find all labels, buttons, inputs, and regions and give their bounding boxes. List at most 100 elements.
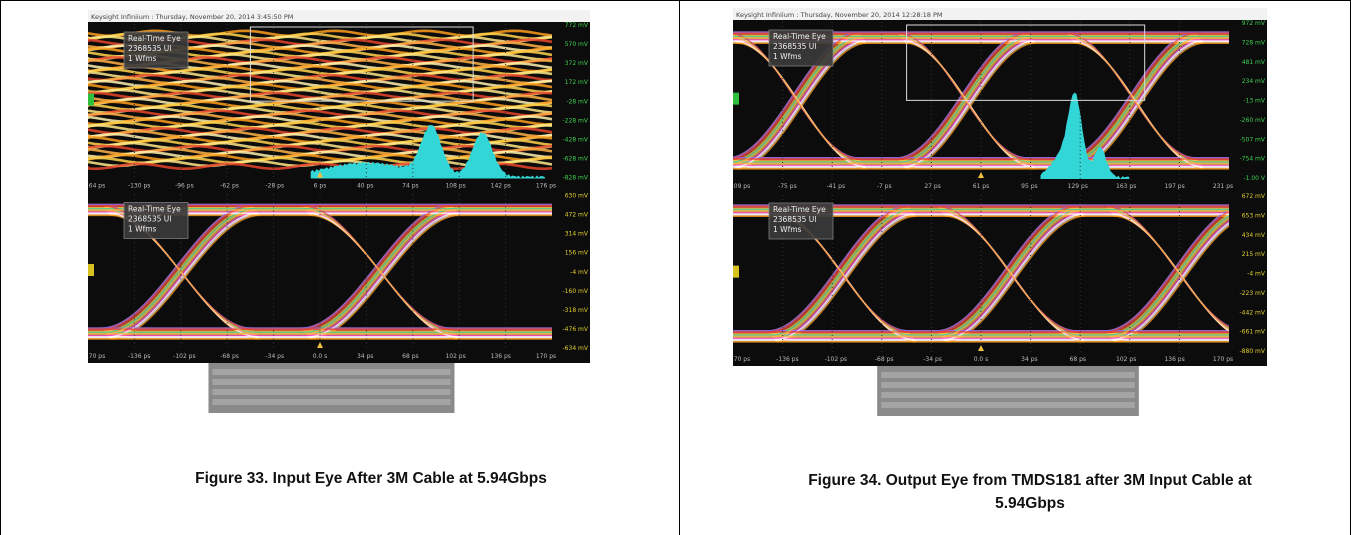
y-tick-label: 172 mV <box>565 79 589 86</box>
eye-diagram <box>88 203 552 340</box>
x-tick-label: -68 ps <box>875 356 894 363</box>
x-tick-label: -164 ps <box>88 183 105 190</box>
x-tick-label: -68 ps <box>220 353 239 360</box>
y-tick-label: 472 mV <box>565 212 589 219</box>
y-tick-label: -4 mV <box>570 269 589 276</box>
x-tick-label: -75 ps <box>778 183 797 190</box>
trigger-marker <box>317 171 323 178</box>
x-tick-label: 34 ps <box>1021 356 1037 363</box>
x-tick-label: -170 ps <box>88 353 105 360</box>
x-tick-label: 170 ps <box>536 353 556 360</box>
y-tick-label: 728 mV <box>1242 39 1266 46</box>
label-box <box>123 202 189 239</box>
label-box <box>768 29 834 67</box>
scope-header: Keysight Infiniium : Thursday, November … <box>736 11 943 19</box>
label-box <box>768 202 834 240</box>
channel-marker <box>88 264 94 277</box>
x-tick-label: 0.0 s <box>313 353 328 360</box>
y-tick-label: -318 mV <box>563 307 589 314</box>
header-bar <box>88 10 590 22</box>
trace <box>305 209 456 335</box>
eye-label: 2368535 UI <box>773 42 817 51</box>
eye-diagram <box>733 31 1229 179</box>
info-row <box>881 402 1135 408</box>
x-tick-label: -130 ps <box>128 183 150 190</box>
channel-marker <box>88 93 94 106</box>
x-tick-label: -170 ps <box>733 356 750 363</box>
y-tick-label: -4 mV <box>1247 271 1266 278</box>
x-tick-label: 136 ps <box>1164 356 1184 363</box>
x-tick-label: 102 ps <box>445 353 465 360</box>
eye-label: 2368535 UI <box>128 44 172 53</box>
y-tick-label: 372 mV <box>565 60 589 67</box>
eye-label: Real-Time Eye <box>773 205 826 214</box>
x-tick-label: 176 ps <box>536 183 556 190</box>
x-tick-label: -96 ps <box>175 183 194 190</box>
y-tick-label: -228 mV <box>563 117 589 124</box>
x-tick-label: 197 ps <box>1164 183 1184 190</box>
y-tick-label: -160 mV <box>563 288 589 295</box>
histogram <box>310 125 546 179</box>
y-tick-label: 156 mV <box>565 250 589 257</box>
trace <box>1109 216 1229 337</box>
x-tick-label: 163 ps <box>1116 183 1136 190</box>
x-tick-label: 74 ps <box>402 183 418 190</box>
x-tick-label: 34 ps <box>357 353 373 360</box>
y-tick-label: -634 mV <box>563 345 589 352</box>
figure-caption: Figure 33. Input Eye After 3M Cable at 5… <box>195 470 547 487</box>
info-row <box>881 382 1135 388</box>
y-tick-label: -13 mV <box>1243 98 1266 105</box>
y-tick-label: -223 mV <box>1240 290 1266 297</box>
trace <box>105 209 256 335</box>
zoom-box <box>906 24 1146 101</box>
x-tick-label: 68 ps <box>402 353 418 360</box>
y-tick-label: 234 mV <box>1242 78 1266 85</box>
y-tick-label: -476 mV <box>563 326 589 333</box>
eye-label: 1 Wfms <box>128 54 157 63</box>
x-tick-label: 108 ps <box>445 183 465 190</box>
channel-marker <box>733 265 739 278</box>
eye-label: Real-Time Eye <box>128 205 181 214</box>
y-tick-label: 215 mV <box>1242 251 1266 258</box>
x-tick-label: 129 ps <box>1068 183 1088 190</box>
eye-label: 1 Wfms <box>128 225 157 234</box>
column-divider <box>679 0 680 535</box>
y-tick-label: 434 mV <box>1242 232 1266 239</box>
eye-label: 2368535 UI <box>773 215 817 224</box>
y-tick-label: 653 mV <box>1242 212 1266 219</box>
trigger-marker <box>978 345 984 351</box>
y-tick-label: -442 mV <box>1240 309 1266 316</box>
x-tick-label: -102 ps <box>825 356 847 363</box>
scope-screenshot: Keysight Infiniium : Thursday, November … <box>733 8 1267 416</box>
eye-label: 1 Wfms <box>773 225 802 234</box>
y-tick-label: -754 mV <box>1240 156 1266 163</box>
x-tick-label: -7 ps <box>877 183 892 190</box>
trace <box>733 37 863 164</box>
x-tick-label: 68 ps <box>1070 356 1086 363</box>
x-tick-label: 40 ps <box>357 183 373 190</box>
info-row <box>212 389 451 395</box>
x-tick-label: -34 ps <box>265 353 284 360</box>
y-tick-label: -828 mV <box>563 175 589 182</box>
x-tick-label: 6 ps <box>314 183 327 190</box>
trace <box>88 109 552 117</box>
channel-marker <box>733 92 739 105</box>
eye-label: 1 Wfms <box>773 52 802 61</box>
label-box <box>123 31 189 69</box>
info-row <box>212 369 451 375</box>
info-row <box>212 379 451 385</box>
x-tick-label: 27 ps <box>924 183 940 190</box>
x-tick-label: -136 ps <box>128 353 150 360</box>
x-tick-label: -102 ps <box>173 353 195 360</box>
y-tick-label: -428 mV <box>563 136 589 143</box>
scope-screen <box>88 22 590 363</box>
top-border <box>0 0 1351 1</box>
x-tick-label: -41 ps <box>826 183 845 190</box>
y-tick-label: -661 mV <box>1240 329 1266 336</box>
scope-screenshot: Keysight Infiniium : Thursday, November … <box>88 10 590 413</box>
y-tick-label: -28 mV <box>566 98 589 105</box>
trigger-marker <box>317 342 323 348</box>
trace <box>772 210 913 337</box>
x-tick-label: -136 ps <box>776 356 798 363</box>
